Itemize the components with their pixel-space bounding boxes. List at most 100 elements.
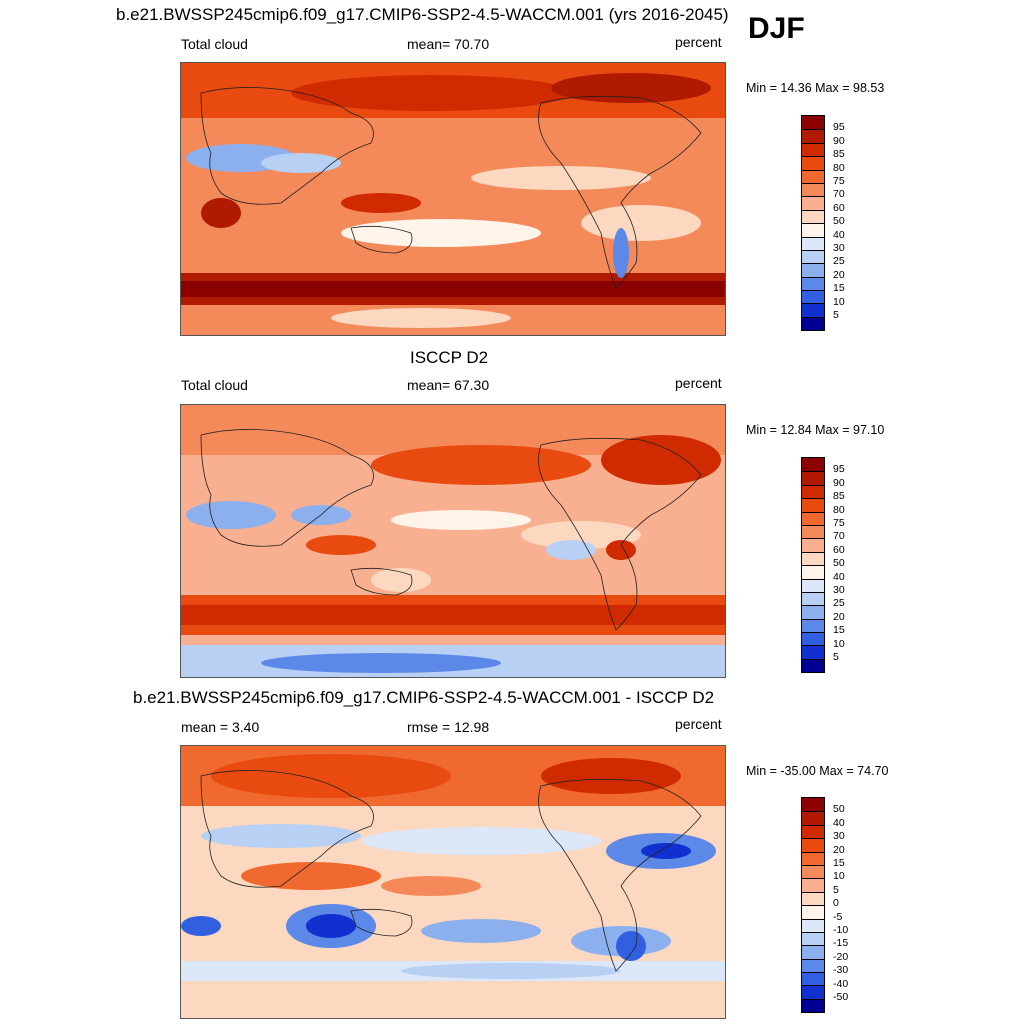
colorbar-swatch <box>802 524 824 539</box>
colorbar-swatch <box>802 578 824 592</box>
colorbar-swatch <box>802 658 824 673</box>
panel-2-colorbar <box>801 457 825 674</box>
colorbar-swatch <box>802 891 824 906</box>
colorbar-tick-label: 85 <box>833 490 845 503</box>
colorbar-swatch <box>802 591 824 606</box>
colorbar-tick-label: -50 <box>833 991 849 1003</box>
panel-3-map <box>180 745 726 1019</box>
colorbar-swatch <box>802 116 824 130</box>
colorbar-swatch <box>802 551 824 566</box>
colorbar-swatch <box>802 498 824 512</box>
panel-1-colorbar-swatches <box>801 115 825 332</box>
colorbar-tick-label: 75 <box>833 517 845 529</box>
colorbar-swatch <box>802 958 824 973</box>
panel-1-variable-label: Total cloud <box>181 36 248 52</box>
colorbar-tick-label: 20 <box>833 843 845 856</box>
colorbar-swatch <box>802 303 824 317</box>
colorbar-swatch <box>802 985 824 999</box>
colorbar-swatch <box>802 824 824 839</box>
colorbar-swatch <box>802 931 824 946</box>
panel-3-colorbar <box>801 797 825 1014</box>
colorbar-tick-label: 60 <box>833 543 845 556</box>
colorbar-tick-label: 20 <box>833 610 845 623</box>
colorbar-tick-label: 15 <box>833 624 845 637</box>
colorbar-tick-label: 40 <box>833 816 845 829</box>
colorbar-tick-label: 10 <box>833 295 845 308</box>
colorbar-tick-label: 10 <box>833 870 845 883</box>
colorbar-swatch <box>802 209 824 224</box>
panel-2-units-label: percent <box>675 375 722 391</box>
colorbar-swatch <box>802 223 824 237</box>
colorbar-swatch <box>802 142 824 157</box>
colorbar-swatch <box>802 458 824 472</box>
colorbar-swatch <box>802 290 824 304</box>
panel-3-map-svg <box>181 746 725 1018</box>
panel-1-map-svg <box>181 63 725 335</box>
colorbar-swatch <box>802 156 824 170</box>
panel-2-title: ISCCP D2 <box>410 348 489 367</box>
panel-1-map <box>180 62 726 336</box>
colorbar-tick-label: 30 <box>833 830 845 843</box>
colorbar-swatch <box>802 196 824 210</box>
colorbar-tick-label: 85 <box>833 148 845 161</box>
colorbar-tick-label: 15 <box>833 857 845 869</box>
panel-3-title: b.e21.BWSSP245cmip6.f09_g17.CMIP6-SSP2-4… <box>133 688 715 707</box>
panel-1-minmax-label: Min = 14.36 Max = 98.53 <box>746 81 885 95</box>
colorbar-tick-label: 10 <box>833 637 845 650</box>
colorbar-tick-label: 80 <box>833 161 845 174</box>
colorbar-tick-label: 40 <box>833 228 845 241</box>
colorbar-tick-label: -10 <box>833 924 849 936</box>
colorbar-tick-label: 25 <box>833 597 845 610</box>
colorbar-tick-label: 90 <box>833 134 845 147</box>
panel-3-minmax-label: Min = -35.00 Max = 74.70 <box>746 764 889 778</box>
colorbar-tick-label: 50 <box>833 215 845 228</box>
colorbar-swatch <box>802 905 824 919</box>
colorbar-tick-label: 75 <box>833 175 845 187</box>
colorbar-swatch <box>802 511 824 525</box>
colorbar-swatch <box>802 864 824 879</box>
colorbar-tick-label: -20 <box>833 950 849 963</box>
colorbar-tick-label: 40 <box>833 570 845 583</box>
panel-1-colorbar <box>801 115 825 332</box>
panel-2-minmax-label: Min = 12.84 Max = 97.10 <box>746 423 885 437</box>
colorbar-tick-label: 30 <box>833 584 845 596</box>
colorbar-swatch <box>802 249 824 264</box>
panel-1-mean-label: mean= 70.70 <box>407 36 490 52</box>
panel-3-units-label: percent <box>675 716 722 732</box>
colorbar-tick-label: 25 <box>833 255 845 268</box>
colorbar-swatch <box>802 918 824 932</box>
colorbar-tick-label: 70 <box>833 188 845 201</box>
colorbar-swatch <box>802 645 824 659</box>
panel-2-map-svg <box>181 405 725 677</box>
colorbar-swatch <box>802 236 824 250</box>
colorbar-tick-label: 70 <box>833 530 845 543</box>
colorbar-swatch <box>802 182 824 197</box>
panel-2-variable-label: Total cloud <box>181 377 248 393</box>
colorbar-swatch <box>802 565 824 579</box>
colorbar-swatch <box>802 878 824 892</box>
colorbar-tick-label: -30 <box>833 964 849 977</box>
colorbar-swatch <box>802 129 824 143</box>
colorbar-tick-label: 95 <box>833 121 845 134</box>
colorbar-tick-label: 20 <box>833 268 845 281</box>
colorbar-tick-label: 5 <box>833 651 839 663</box>
panel-3-colorbar-swatches <box>801 797 825 1014</box>
colorbar-swatch <box>802 605 824 619</box>
colorbar-swatch <box>802 851 824 865</box>
panel-1-title: b.e21.BWSSP245cmip6.f09_g17.CMIP6-SSP2-4… <box>116 5 729 24</box>
colorbar-tick-label: 50 <box>833 557 845 570</box>
colorbar-tick-label: 5 <box>833 883 839 896</box>
panel-2-mean-label: mean= 67.30 <box>407 377 490 393</box>
colorbar-tick-label: 0 <box>833 897 839 910</box>
colorbar-swatch <box>802 263 824 277</box>
colorbar-swatch <box>802 632 824 646</box>
panel-2-colorbar-swatches <box>801 457 825 674</box>
colorbar-swatch <box>802 972 824 986</box>
colorbar-tick-label: -15 <box>833 937 849 950</box>
colorbar-tick-label: -5 <box>833 910 843 923</box>
panel-1-units-label: percent <box>675 34 722 50</box>
colorbar-swatch <box>802 798 824 812</box>
colorbar-tick-label: 50 <box>833 803 845 816</box>
colorbar-tick-label: 60 <box>833 201 845 214</box>
colorbar-swatch <box>802 838 824 852</box>
